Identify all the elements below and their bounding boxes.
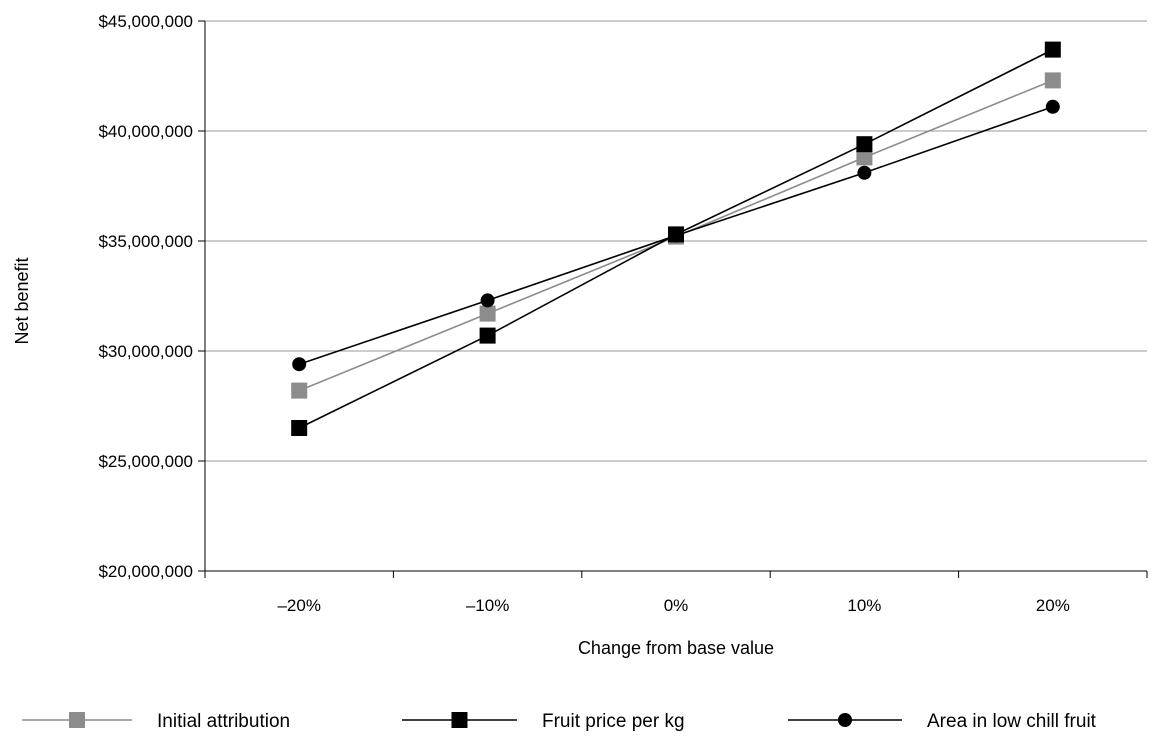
x-axis-title: Change from base value: [578, 638, 774, 658]
data-point: [291, 382, 308, 399]
y-axis-title: Net benefit: [12, 257, 32, 344]
legend-marker: [451, 712, 468, 728]
legend-item: Initial attribution: [22, 711, 290, 732]
legend-label: Fruit price per kg: [542, 711, 685, 732]
y-tick-label: $25,000,000: [98, 452, 193, 471]
tick-labels: $20,000,000 $25,000,000 $30,000,000 $35,000…: [98, 12, 1069, 615]
x-tick-label: –10%: [466, 596, 509, 615]
legend-label: Initial attribution: [157, 711, 290, 732]
legend-item: Fruit price per kg: [402, 711, 685, 732]
data-point: [292, 357, 307, 372]
data-point: [1045, 99, 1060, 114]
y-tick-label: $40,000,000: [98, 122, 193, 141]
legend-label: Area in low chill fruit: [927, 711, 1097, 732]
x-tick-label: 20%: [1036, 596, 1070, 615]
legend-item: Area in low chill fruit: [788, 711, 1097, 732]
data-point: [856, 136, 873, 153]
data-point: [1044, 72, 1061, 89]
series-markers-2: [292, 99, 1060, 372]
y-tick-label: $30,000,000: [98, 342, 193, 361]
y-tick-label: $35,000,000: [98, 232, 193, 251]
x-tick-label: –20%: [277, 596, 320, 615]
series-lines: [291, 41, 1061, 436]
data-point: [479, 327, 496, 344]
data-point: [856, 149, 873, 166]
y-tick-label: $20,000,000: [98, 562, 193, 581]
x-tick-label: 0%: [664, 596, 689, 615]
data-point: [479, 305, 496, 322]
data-point: [291, 420, 308, 436]
data-point: [857, 165, 872, 180]
y-tick-label: $45,000,000: [98, 12, 193, 31]
legend-marker: [838, 713, 852, 727]
data-point: [669, 228, 683, 243]
legend: Initial attribution Fruit price per kg Are…: [22, 711, 1097, 732]
data-point: [1044, 41, 1061, 58]
legend-marker: [69, 712, 85, 728]
x-tick-label: 10%: [847, 596, 881, 615]
axes: [198, 20, 1148, 578]
data-point: [480, 293, 495, 308]
